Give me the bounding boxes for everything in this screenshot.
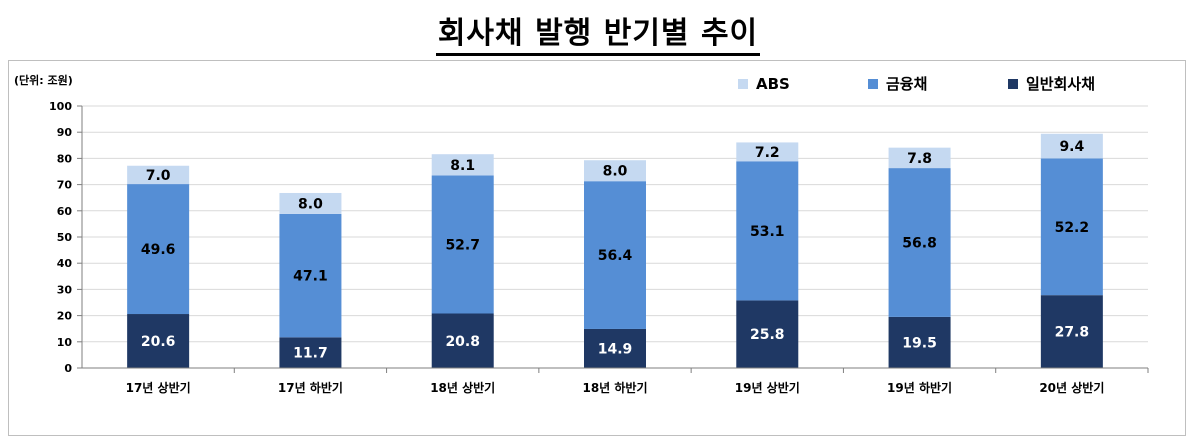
- bar-segment-finance: [888, 168, 951, 317]
- y-tick-label: 100: [49, 100, 72, 113]
- legend-swatch: [1008, 79, 1018, 89]
- x-tick-label: 19년 상반기: [735, 380, 800, 395]
- y-tick-label: 60: [57, 205, 73, 218]
- legend-swatch: [738, 79, 748, 89]
- x-axis: 17년 상반기 17년 하반기 18년 상반기 18년 하반기 19년 상반기 19년 하…: [82, 367, 1149, 395]
- bar-segment-abs: [584, 160, 646, 182]
- data-label-finance: 52.7: [445, 237, 480, 253]
- data-label-abs: 9.4: [1059, 139, 1084, 155]
- bar-segment-general: [1040, 295, 1103, 368]
- data-label-finance: 52.2: [1055, 220, 1090, 236]
- data-label-abs: 8.1: [450, 158, 475, 174]
- bar-segment-general: [431, 313, 494, 368]
- data-label-finance: 56.8: [902, 236, 937, 252]
- x-tick-label: 17년 하반기: [278, 380, 343, 395]
- legend: ABS 금융채 일반회사채: [738, 75, 1095, 93]
- bars: 20.6 49.6 7.0 11.7 47.1 8.0 20.8 52.7 8.1 14.9 56.…: [127, 133, 1103, 368]
- bar-segment-abs: [888, 147, 951, 169]
- legend-swatch: [868, 79, 878, 89]
- bar-segment-finance: [279, 213, 342, 338]
- x-tick-label: 18년 하반기: [582, 380, 647, 395]
- y-tick-label: 70: [57, 179, 73, 192]
- data-label-general: 25.8: [750, 327, 785, 343]
- bar-segment-finance: [736, 161, 799, 301]
- chart-frame: [8, 60, 1186, 436]
- y-tick-label: 10: [57, 336, 73, 349]
- data-label-finance: 47.1: [293, 269, 328, 285]
- data-label-general: 19.5: [902, 335, 937, 351]
- bar-segment-abs: [127, 165, 190, 185]
- legend-label: 일반회사채: [1026, 75, 1095, 93]
- bar-segment-abs: [736, 142, 799, 162]
- bar-segment-finance: [1040, 158, 1103, 296]
- x-tick-label: 20년 상반기: [1039, 380, 1104, 395]
- x-tick-label: 18년 상반기: [430, 380, 495, 395]
- x-tick-label: 19년 하반기: [887, 380, 952, 395]
- chart-title: 회사채 발행 반기별 추이: [0, 8, 1196, 56]
- bar-segment-general: [888, 316, 951, 368]
- bar-segment-general: [127, 314, 190, 368]
- data-label-general: 11.7: [293, 346, 328, 362]
- data-label-finance: 49.6: [141, 242, 176, 258]
- bar-segment-general: [736, 300, 799, 368]
- bar-segment-general: [584, 328, 646, 368]
- bar-segment-finance: [431, 175, 494, 314]
- bar-segment-abs: [1040, 133, 1103, 159]
- grid-lines: [82, 105, 1148, 343]
- bar-segment-abs: [431, 154, 494, 176]
- data-label-general: 20.8: [445, 334, 480, 350]
- data-label-abs: 7.2: [755, 145, 780, 161]
- bar-segment-abs: [279, 192, 342, 214]
- legend-label: 금융채: [886, 75, 927, 93]
- data-label-general: 14.9: [598, 341, 633, 357]
- data-label-abs: 7.8: [907, 151, 932, 167]
- data-label-abs: 8.0: [298, 196, 323, 212]
- bar-segment-finance: [127, 184, 190, 315]
- data-label-general: 27.8: [1055, 325, 1090, 341]
- unit-label: (단위: 조원): [14, 73, 73, 87]
- y-tick-label: 50: [57, 231, 73, 244]
- data-label-abs: 7.0: [146, 168, 171, 184]
- data-label-finance: 53.1: [750, 224, 785, 240]
- data-label-abs: 8.0: [603, 164, 628, 180]
- y-tick-label: 40: [57, 257, 73, 270]
- y-tick-label: 30: [57, 283, 73, 296]
- bar-segment-general: [279, 337, 342, 368]
- legend-label: ABS: [756, 75, 790, 93]
- data-label-general: 20.6: [141, 334, 176, 350]
- y-tick-label: 20: [57, 310, 73, 323]
- data-label-finance: 56.4: [598, 248, 633, 264]
- y-tick-label: 90: [57, 126, 73, 139]
- bar-segment-finance: [584, 181, 646, 329]
- y-tick-label: 0: [64, 362, 72, 375]
- y-tick-label: 80: [57, 152, 73, 165]
- x-tick-label: 17년 상반기: [126, 380, 191, 395]
- y-axis: 0 10 20 30 40 50 60 70 80 90 100: [49, 100, 83, 375]
